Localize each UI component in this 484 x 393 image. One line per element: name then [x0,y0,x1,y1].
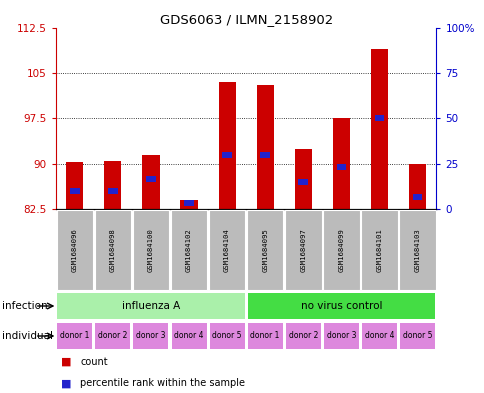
Text: ■: ■ [60,356,71,367]
Text: GSM1684098: GSM1684098 [110,228,116,272]
Bar [142,154,159,209]
Bar [180,200,197,209]
Bar [133,210,169,290]
Bar [95,323,130,349]
Bar [146,176,155,182]
Bar [218,82,235,209]
Bar [170,210,207,290]
Bar [370,49,387,209]
Title: GDS6063 / ILMN_2158902: GDS6063 / ILMN_2158902 [159,13,332,26]
Bar [412,194,422,200]
Text: donor 1: donor 1 [60,332,90,340]
Text: GSM1684102: GSM1684102 [186,228,192,272]
Bar [298,179,307,185]
Text: GSM1684100: GSM1684100 [148,228,153,272]
Bar [361,210,397,290]
Bar [222,152,231,158]
Bar [133,323,168,349]
Bar [322,210,359,290]
Bar [184,200,194,206]
Text: ■: ■ [60,378,71,388]
Bar [260,152,270,158]
Text: donor 5: donor 5 [402,332,431,340]
Text: GSM1684101: GSM1684101 [376,228,381,272]
Text: GSM1684103: GSM1684103 [414,228,420,272]
Text: GSM1684104: GSM1684104 [224,228,229,272]
Bar [323,323,358,349]
Text: infection: infection [2,301,48,311]
Bar [408,163,425,209]
Text: percentile rank within the sample: percentile rank within the sample [80,378,244,388]
Text: donor 4: donor 4 [174,332,203,340]
Text: individual: individual [2,331,53,341]
Bar [285,210,321,290]
Text: donor 3: donor 3 [136,332,166,340]
Bar [256,85,273,209]
Bar [294,149,311,209]
Text: GSM1684095: GSM1684095 [262,228,268,272]
Bar [247,323,282,349]
Text: GSM1684097: GSM1684097 [300,228,305,272]
Bar [94,210,131,290]
Text: donor 5: donor 5 [212,332,242,340]
Bar [57,293,244,319]
Text: donor 3: donor 3 [326,332,355,340]
Bar [108,188,118,194]
Text: influenza A: influenza A [121,301,180,311]
Bar [399,323,434,349]
Bar [247,293,434,319]
Bar [57,210,93,290]
Bar [374,115,383,121]
Text: donor 2: donor 2 [288,332,318,340]
Bar [209,210,245,290]
Text: GSM1684096: GSM1684096 [72,228,77,272]
Text: donor 1: donor 1 [250,332,279,340]
Bar [171,323,206,349]
Text: count: count [80,356,107,367]
Bar [246,210,283,290]
Bar [209,323,244,349]
Text: donor 4: donor 4 [364,332,393,340]
Text: donor 2: donor 2 [98,332,127,340]
Bar [57,323,92,349]
Bar [70,188,79,194]
Text: GSM1684099: GSM1684099 [338,228,344,272]
Bar [336,163,346,170]
Bar [66,162,83,209]
Bar [361,323,396,349]
Text: no virus control: no virus control [300,301,381,311]
Bar [285,323,320,349]
Bar [104,161,121,209]
Bar [332,118,349,209]
Bar [398,210,435,290]
